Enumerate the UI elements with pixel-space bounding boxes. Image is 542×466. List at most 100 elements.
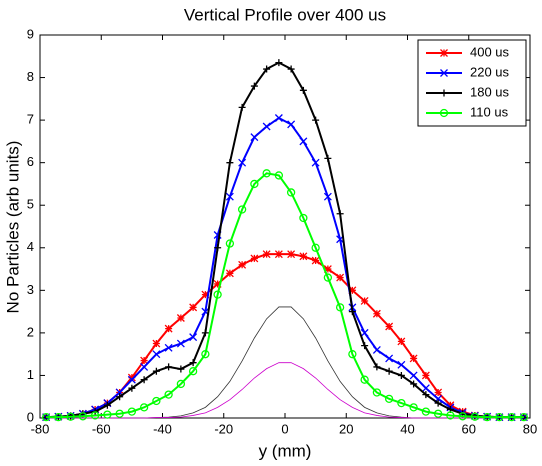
x-tick-label: -80 <box>31 421 50 436</box>
y-tick-label: 4 <box>27 239 34 254</box>
marker <box>440 89 448 97</box>
marker <box>312 116 320 124</box>
x-tick-label: 80 <box>523 421 537 436</box>
marker <box>519 412 529 422</box>
marker <box>238 103 246 111</box>
marker <box>421 371 430 380</box>
marker <box>439 108 449 118</box>
marker <box>250 254 259 263</box>
marker <box>360 328 369 337</box>
marker <box>348 350 357 359</box>
marker <box>410 380 418 388</box>
chart-title: Vertical Profile over 400 us <box>184 5 386 24</box>
marker <box>324 154 332 162</box>
marker <box>226 159 234 167</box>
marker <box>176 379 186 389</box>
series-line <box>46 116 524 419</box>
y-axis-label: No Particles (arb units) <box>3 141 22 314</box>
marker <box>434 399 442 407</box>
x-tick-label: 0 <box>281 421 288 436</box>
marker <box>214 244 222 252</box>
y-tick-label: 7 <box>27 112 34 127</box>
y-tick-label: 1 <box>27 367 34 382</box>
marker <box>189 359 197 367</box>
x-tick-label: -40 <box>153 421 172 436</box>
marker <box>213 290 222 299</box>
x-tick-label: -20 <box>214 421 233 436</box>
marker <box>41 412 51 422</box>
marker <box>164 324 173 333</box>
marker <box>140 362 149 371</box>
marker <box>446 411 455 420</box>
marker <box>373 363 381 371</box>
x-tick-label: -60 <box>92 421 111 436</box>
marker <box>164 343 173 352</box>
marker <box>348 286 357 295</box>
legend: 400 us 220 us 180 us 110 us <box>417 39 527 127</box>
series-line <box>46 172 524 419</box>
marker <box>335 303 345 312</box>
marker <box>360 375 369 384</box>
marker <box>361 342 369 350</box>
marker <box>384 394 394 404</box>
marker <box>336 273 345 282</box>
marker <box>189 333 198 342</box>
y-tick-label: 0 <box>27 409 34 424</box>
marker <box>360 297 369 305</box>
marker <box>440 69 448 77</box>
marker <box>116 393 124 401</box>
marker <box>409 371 418 380</box>
marker <box>421 384 430 393</box>
x-tick-label: 20 <box>339 421 353 436</box>
marker <box>201 350 210 359</box>
marker <box>201 329 209 337</box>
marker <box>385 367 393 375</box>
marker <box>225 239 235 248</box>
marker <box>287 250 296 259</box>
x-tick-label: 40 <box>400 421 414 436</box>
marker <box>54 412 63 422</box>
marker <box>434 388 443 397</box>
marker <box>176 339 185 348</box>
marker <box>348 308 356 316</box>
marker <box>103 410 112 419</box>
marker <box>103 401 111 409</box>
legend-label: 400 us <box>470 44 510 59</box>
marker <box>127 407 137 416</box>
marker <box>372 345 381 354</box>
legend-label: 220 us <box>470 64 510 79</box>
marker <box>139 403 149 412</box>
marker <box>128 384 136 392</box>
marker <box>323 192 332 201</box>
marker <box>225 192 234 201</box>
marker <box>311 256 320 265</box>
marker <box>152 339 161 348</box>
marker <box>238 158 247 167</box>
marker <box>299 213 308 223</box>
marker <box>323 273 333 282</box>
marker <box>188 367 198 376</box>
y-tick-label: 8 <box>27 69 34 84</box>
marker <box>90 411 100 420</box>
marker <box>287 65 295 73</box>
marker <box>262 169 271 178</box>
marker <box>263 65 271 73</box>
marker <box>225 269 234 278</box>
marker <box>213 279 222 288</box>
marker <box>176 314 185 322</box>
marker <box>286 188 296 197</box>
x-axis-label: y (mm) <box>259 441 312 460</box>
marker <box>299 252 308 261</box>
y-tick-label: 6 <box>27 154 34 169</box>
marker <box>507 412 516 422</box>
marker <box>177 365 185 373</box>
marker <box>127 375 136 384</box>
legend-label: 180 us <box>470 84 510 99</box>
marker <box>397 371 405 379</box>
marker <box>409 403 418 412</box>
marker <box>470 412 480 421</box>
legend-box <box>417 39 527 127</box>
marker <box>385 322 394 331</box>
marker <box>164 390 173 399</box>
